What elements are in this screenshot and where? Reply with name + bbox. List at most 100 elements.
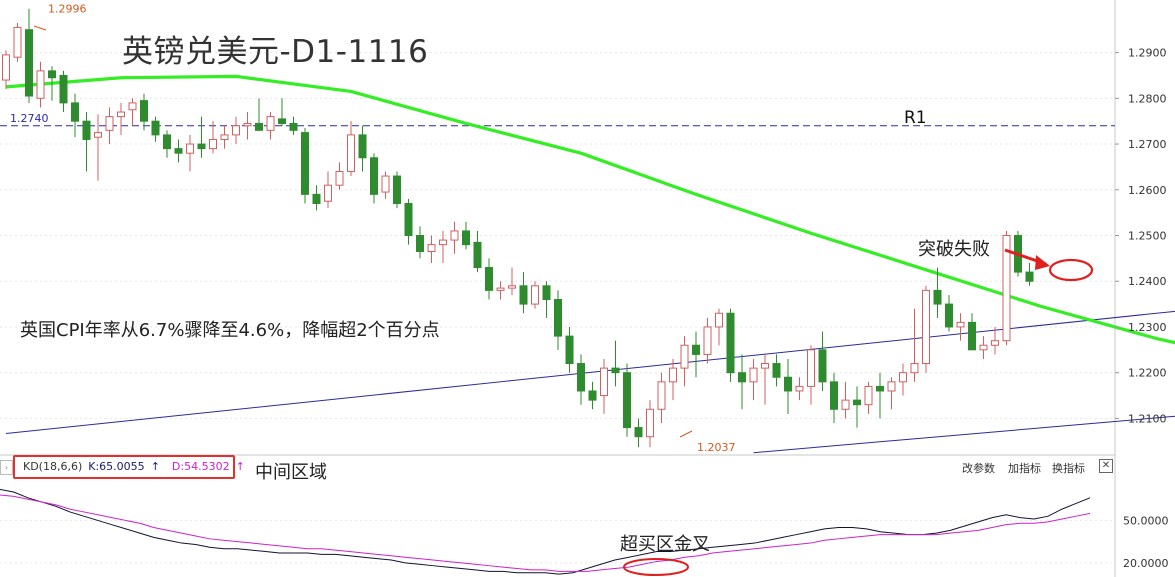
candle bbox=[703, 317, 712, 364]
candle bbox=[266, 112, 275, 140]
candle-body-up bbox=[680, 344, 689, 369]
r1-label: R1 bbox=[904, 108, 927, 128]
candle bbox=[278, 98, 286, 126]
candle-body-down bbox=[784, 376, 792, 392]
candle-body-up bbox=[807, 349, 815, 387]
price-tick-label: 1.2800 bbox=[1128, 92, 1167, 105]
candle-body-down bbox=[393, 175, 401, 204]
candle-body-up bbox=[209, 138, 217, 150]
breakout-fail-annotation: 突破失败 bbox=[918, 239, 990, 260]
candle-body-down bbox=[473, 241, 482, 269]
kd-axis: 50.0000 20.0000 bbox=[1123, 514, 1169, 569]
candle bbox=[151, 116, 160, 142]
candle-body-down bbox=[151, 120, 160, 136]
candle bbox=[439, 230, 447, 263]
price-tick-label: 1.2600 bbox=[1128, 184, 1167, 197]
candle-body-down bbox=[945, 303, 953, 328]
candle bbox=[2, 50, 10, 90]
candle bbox=[416, 226, 424, 259]
add-indicator-button[interactable]: 加指标 bbox=[1008, 462, 1041, 475]
candle bbox=[680, 336, 689, 387]
candle bbox=[991, 326, 999, 355]
candle bbox=[646, 400, 654, 448]
candle bbox=[899, 363, 907, 396]
candle-body-down bbox=[876, 385, 884, 392]
candle bbox=[577, 354, 585, 405]
candle-body-down bbox=[577, 363, 585, 392]
candle bbox=[36, 61, 45, 108]
candle bbox=[807, 345, 815, 405]
candle-body-down bbox=[830, 381, 838, 410]
indicator-settings-icon[interactable]: › bbox=[0, 460, 13, 475]
candle bbox=[174, 139, 183, 163]
candle bbox=[611, 340, 620, 387]
candle bbox=[968, 313, 976, 351]
kd-lines bbox=[0, 488, 1091, 575]
candle-body-up bbox=[450, 230, 459, 241]
price-tick-label: 1.2400 bbox=[1128, 275, 1167, 288]
candle bbox=[209, 121, 217, 154]
candlesticks bbox=[2, 8, 1034, 448]
candle-body-up bbox=[531, 285, 539, 305]
candle bbox=[358, 125, 367, 172]
price-tick-label: 1.2700 bbox=[1128, 138, 1167, 151]
breakout-ellipse bbox=[1048, 258, 1094, 282]
candle bbox=[876, 372, 884, 419]
price-tick-label: 1.2200 bbox=[1128, 367, 1167, 380]
candle bbox=[404, 198, 413, 245]
candle bbox=[485, 258, 493, 300]
close-icon[interactable]: ✕ bbox=[1099, 459, 1113, 473]
edit-params-button[interactable]: 改参数 bbox=[962, 462, 995, 475]
candle bbox=[197, 116, 206, 158]
price-tick-label: 1.2900 bbox=[1128, 47, 1167, 60]
price-axis: 1.2900 1.2800 1.2700 1.2600 1.2500 1.2400 1.23… bbox=[1115, 47, 1167, 425]
candle-body-up bbox=[899, 372, 907, 383]
candle bbox=[841, 381, 850, 419]
candle-body-up bbox=[2, 54, 10, 81]
candle-body-up bbox=[910, 363, 919, 374]
low-price-label: 1.2037 bbox=[697, 441, 736, 454]
price-grid bbox=[0, 52, 1115, 419]
candle bbox=[462, 221, 470, 250]
candle bbox=[163, 130, 171, 158]
kd-k-line bbox=[0, 488, 1091, 575]
candle-body-down bbox=[818, 349, 827, 383]
price-tick-label: 1.2500 bbox=[1128, 230, 1167, 243]
candle bbox=[393, 171, 401, 209]
candle-body-up bbox=[657, 381, 666, 410]
candle-body-down bbox=[692, 344, 700, 355]
candle-body-down bbox=[634, 427, 643, 438]
kd-k-label: K:65.0055 bbox=[88, 460, 145, 473]
candle-body-up bbox=[266, 116, 275, 131]
candle-body-down bbox=[25, 29, 33, 97]
candle-body-down bbox=[358, 134, 367, 159]
candle bbox=[979, 336, 988, 359]
candle bbox=[25, 8, 33, 103]
moving-average bbox=[5, 74, 1175, 345]
candle bbox=[634, 418, 643, 448]
candle-body-up bbox=[335, 170, 344, 186]
candle-body-up bbox=[749, 367, 758, 383]
candle-body-down bbox=[542, 285, 551, 301]
candle-body-down bbox=[174, 148, 183, 154]
candle bbox=[749, 358, 758, 401]
candle bbox=[1002, 230, 1011, 346]
candle-body-up bbox=[324, 184, 332, 202]
golden-cross-annotation: 超买区金叉 bbox=[620, 534, 710, 555]
candle bbox=[59, 70, 68, 113]
candle bbox=[887, 377, 896, 410]
candle-body-down bbox=[565, 335, 574, 365]
candle bbox=[933, 267, 942, 318]
candle-body-down bbox=[255, 122, 263, 131]
candle-body-up bbox=[243, 122, 252, 127]
channel-upper-line bbox=[5, 310, 1175, 435]
candle-body-up bbox=[864, 385, 873, 406]
candle bbox=[554, 290, 562, 350]
candle bbox=[738, 354, 746, 410]
candle bbox=[94, 114, 102, 181]
kd-k-arrow: ↑ bbox=[150, 460, 160, 473]
candle-body-down bbox=[404, 202, 413, 237]
switch-indicator-button[interactable]: 换指标 bbox=[1052, 462, 1085, 475]
candle-body-up bbox=[646, 408, 654, 438]
candle bbox=[588, 381, 597, 410]
